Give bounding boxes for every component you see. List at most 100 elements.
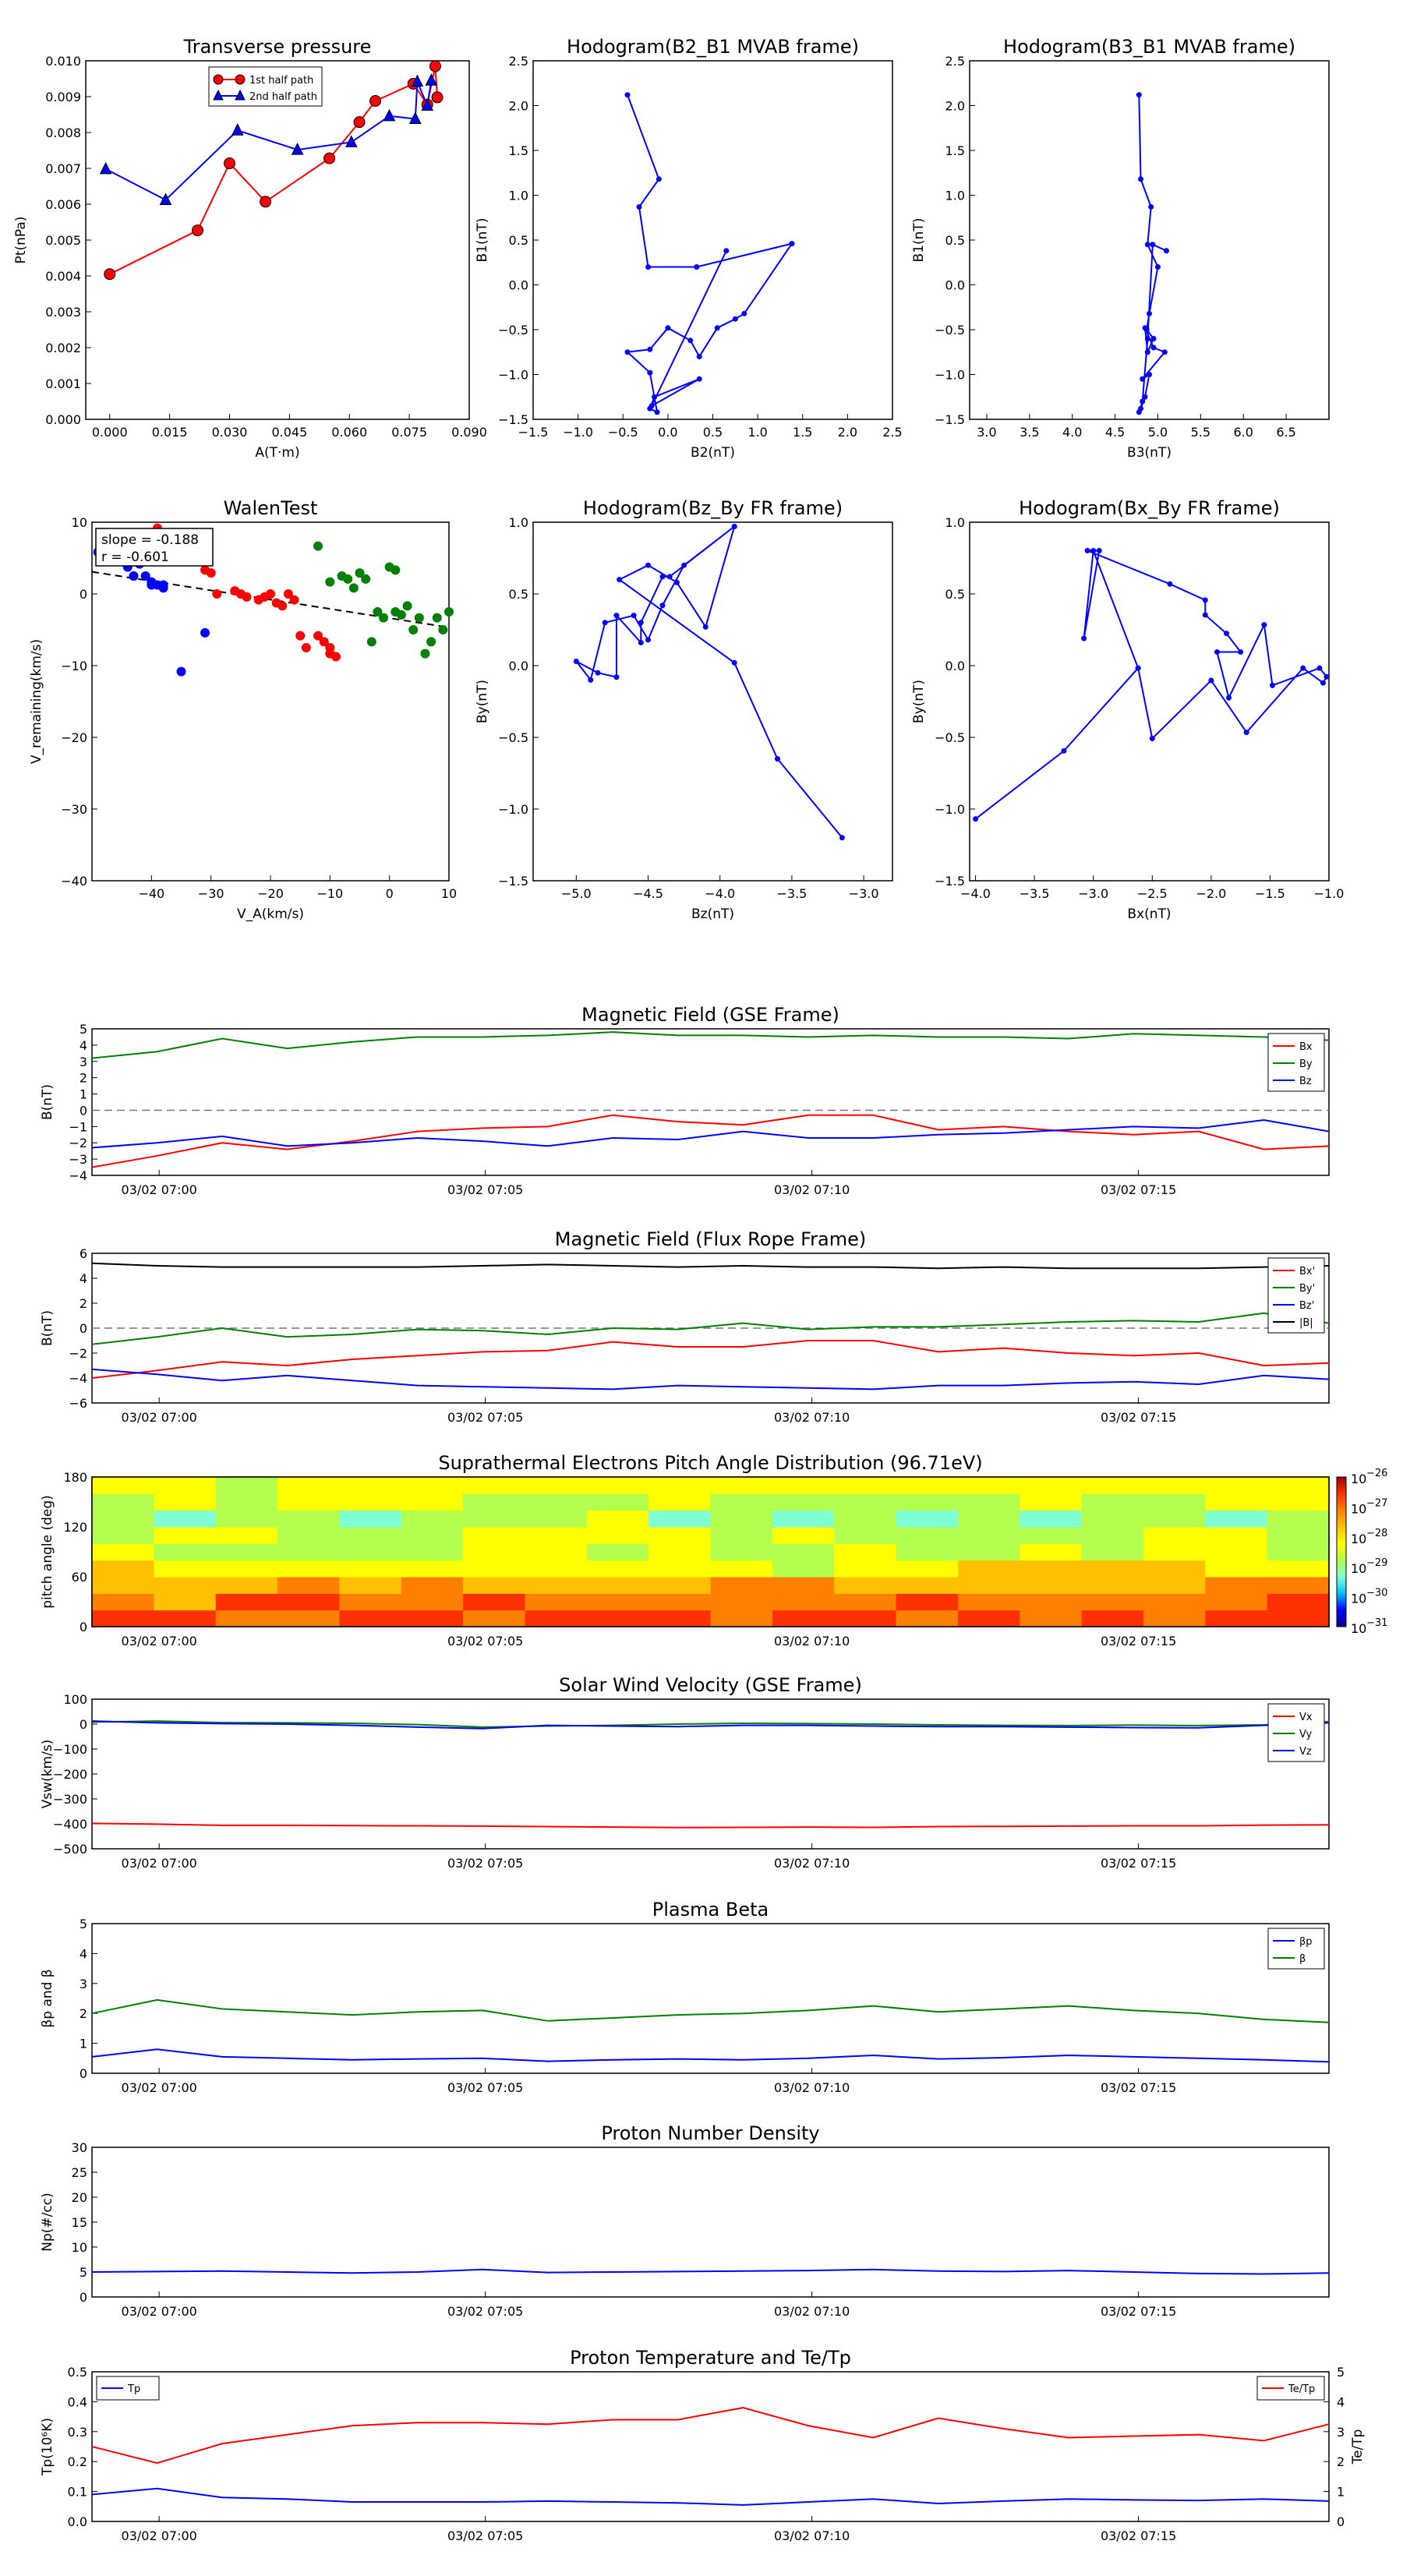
t3-ylabel: pitch angle (deg) [40,1495,55,1609]
data-point [714,325,720,331]
legend-label: Tp [127,2383,140,2395]
t2-ytick-label: 0 [80,1321,87,1336]
heatmap-cell [92,1527,154,1544]
heatmap-cell [401,1593,464,1611]
t3-title: Suprathermal Electrons Pitch Angle Distr… [438,1452,982,1474]
heatmap-cell [92,1577,154,1594]
p2-ytick-label: −1.0 [498,368,528,383]
data-point [595,670,601,676]
colorbar-tick-exp: −29 [1366,1557,1387,1569]
t1-xtick-label: 03/02 07:15 [1101,1182,1176,1197]
heatmap-cell [463,1477,525,1494]
data-point [1148,203,1154,210]
heatmap-cell [1020,1510,1083,1528]
t7-y2label: Te/Tp [1350,2429,1366,2465]
data-point [231,123,244,136]
t6-ytick-label: 0 [80,2290,87,2305]
t3-ytick-label: 0 [80,1620,87,1634]
p1-xtick-label: 0.030 [212,425,248,440]
t4-xtick-label: 03/02 07:15 [1101,1856,1176,1871]
data-point [647,369,653,376]
heatmap-cell [772,1560,835,1578]
data-point [330,652,341,662]
t7-title: Proton Temperature and Te/Tp [570,2347,851,2369]
data-point [638,640,644,646]
heatmap-cell [525,1593,588,1611]
p2-ytick-label: 2.0 [509,99,528,114]
data-point [295,631,306,641]
data-point [645,264,652,270]
colorbar-tick-base: 10 [1351,1532,1366,1546]
data-point [159,193,172,205]
heatmap-cell [1081,1527,1144,1544]
legend-label: 1st half path [249,75,313,87]
p6-xtick-label: −3.0 [1078,886,1108,901]
heatmap-cell [1081,1493,1144,1511]
data-point [414,613,424,623]
t5-series-p [91,2048,1330,2063]
heatmap-cell [957,1560,1020,1578]
p1-xtick-label: 0.090 [451,425,487,440]
p5-ytick-label: −1.0 [498,802,528,817]
p2-xtick-label: −1.5 [518,425,549,440]
heatmap-cell [1020,1527,1083,1544]
p6-ytick-label: 0.5 [945,587,965,602]
p3-ytick-label: 1.5 [945,143,965,158]
data-point [694,264,700,270]
heatmap-cell [215,1527,278,1544]
p2-xtick-label: −1.0 [563,425,593,440]
data-point [654,409,660,415]
p2-xtick-label: 2.5 [882,425,902,440]
t1-ytick-label: 2 [80,1071,87,1086]
p3-ytick-label: 2.5 [945,54,965,69]
heatmap-cell [215,1593,278,1611]
heatmap-cell [896,1577,959,1594]
data-point [1208,677,1214,684]
data-point [421,98,433,111]
heatmap-cell [1081,1560,1144,1578]
p6-ytick-label: 1.0 [945,515,965,530]
t7-ytick-label: 1 [1337,2485,1345,2500]
t7-xtick-label: 03/02 07:00 [122,2528,197,2543]
data-point [681,562,687,568]
heatmap-cell [710,1510,773,1528]
data-point [432,613,442,623]
t5-frame [91,1923,1330,2074]
data-point [613,613,620,619]
p5-ytick-label: −1.5 [498,874,528,889]
heatmap-cell [586,1610,649,1627]
t1-xtick-label: 03/02 07:10 [774,1182,850,1197]
p2-xtick-label: 2.0 [838,425,857,440]
colorbar-tick-base: 10 [1351,1472,1366,1486]
data-point [652,394,658,400]
t7-ytick-label: 0.3 [68,2425,87,2440]
data-point [638,620,644,626]
heatmap-cell [154,1477,217,1494]
p1-title: Transverse pressure [183,36,372,58]
data-point [402,601,412,611]
t2-series-By [91,1312,1330,1345]
data-point [1214,649,1220,655]
p6-xtick-label: −3.5 [1020,886,1050,901]
p5-xlabel: Bz(nT) [691,906,734,922]
p1-ylabel: Pt(nPa) [13,217,29,264]
heatmap-cell [1143,1477,1206,1494]
data-point [636,203,642,210]
data-point [1261,622,1267,628]
heatmap-cell [772,1593,835,1611]
t6-ytick-label: 5 [80,2265,87,2280]
t4-xtick-label: 03/02 07:00 [122,1856,197,1871]
data-point [313,541,323,551]
t2-ytick-label: −2 [69,1346,87,1361]
t5-title: Plasma Beta [652,1899,769,1921]
heatmap-cell [648,1577,711,1594]
data-point [624,349,631,355]
p3-xtick-label: 5.0 [1148,425,1168,440]
heatmap-cell [525,1493,588,1511]
t4-ylabel: Vsw(km/s) [40,1740,55,1809]
data-point [158,583,168,593]
p5-ytick-label: 0.0 [509,659,528,673]
data-point [602,620,608,626]
heatmap-cell [896,1510,959,1528]
heatmap-cell [154,1543,217,1561]
